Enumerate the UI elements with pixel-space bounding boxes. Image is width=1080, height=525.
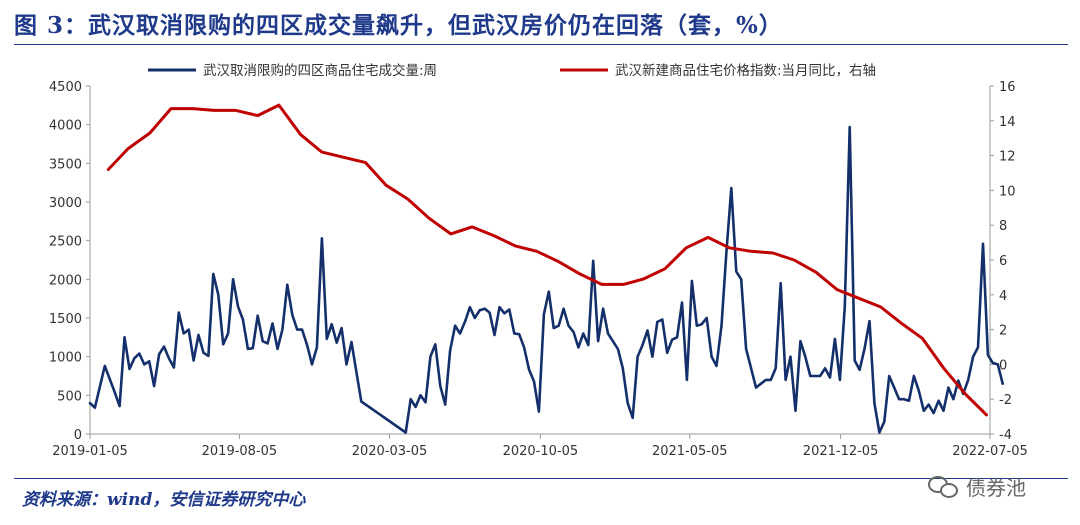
watermark: 债券池 — [928, 470, 1058, 502]
y-left-tick-label: 2000 — [49, 273, 82, 288]
series-line-2 — [106, 103, 988, 417]
legend-label-2: 武汉新建商品住宅价格指数:当月同比，右轴 — [615, 63, 876, 79]
axes: 0 500 1000 1500 2000 2500 3000 3500 4000 4500 -4 -2… — [49, 80, 1028, 459]
y-left-tick-label: 3000 — [49, 196, 82, 211]
x-tick-label: 2020-03-05 — [352, 444, 428, 459]
wechat-icon — [928, 474, 960, 498]
y-right-tick-label: 14 — [999, 115, 1016, 130]
y-left-tick-label: 4500 — [49, 80, 82, 95]
y-left-tick-label: 2500 — [49, 235, 82, 250]
legend: 武汉取消限购的四区商品住宅成交量:周 武汉新建商品住宅价格指数:当月同比，右轴 — [148, 62, 876, 79]
x-tick-label: 2019-08-05 — [202, 444, 278, 459]
x-tick-label: 2020-10-05 — [503, 444, 579, 459]
source-rule — [14, 478, 1068, 479]
y-left-tick-label: 3500 — [49, 157, 82, 172]
figure-title: 图 3：武汉取消限购的四区成交量飙升，但武汉房价仍在回落（套，%） — [14, 12, 783, 39]
y-right-tick-label: 0 — [999, 358, 1007, 373]
legend-label-1: 武汉取消限购的四区商品住宅成交量:周 — [203, 62, 437, 79]
y-left-tick-label: 500 — [57, 389, 82, 404]
y-left-tick-label: 0 — [74, 428, 82, 443]
series-line-1 — [88, 125, 1005, 434]
y-right-tick-label: 4 — [999, 289, 1007, 304]
x-tick-label: 2022-07-05 — [952, 444, 1028, 459]
x-tick-label: 2019-01-05 — [52, 444, 128, 459]
plot-area — [88, 103, 1005, 434]
y-left-tick-label: 1500 — [49, 312, 82, 327]
title-rule — [14, 44, 1068, 45]
watermark-text: 债券池 — [966, 475, 1026, 500]
x-tick-label: 2021-05-05 — [652, 444, 728, 459]
y-right-tick-label: -4 — [999, 428, 1012, 443]
y-right-tick-label: 16 — [999, 80, 1016, 95]
y-right-tick-label: 2 — [999, 324, 1007, 339]
y-right-tick-label: 12 — [999, 150, 1016, 165]
y-right-tick-label: 6 — [999, 254, 1007, 269]
y-left-tick-label: 4000 — [49, 119, 82, 134]
y-right-tick-label: 10 — [999, 184, 1016, 199]
y-right-tick-label: -2 — [999, 393, 1012, 408]
chart: 0 500 1000 1500 2000 2500 3000 3500 4000 4500 -4 -2… — [49, 62, 1028, 459]
y-left-tick-label: 1000 — [49, 351, 82, 366]
y-right-tick-label: 8 — [999, 219, 1007, 234]
x-tick-label: 2021-12-05 — [803, 444, 879, 459]
source-note: 资料来源：wind，安信证券研究中心 — [22, 490, 306, 510]
